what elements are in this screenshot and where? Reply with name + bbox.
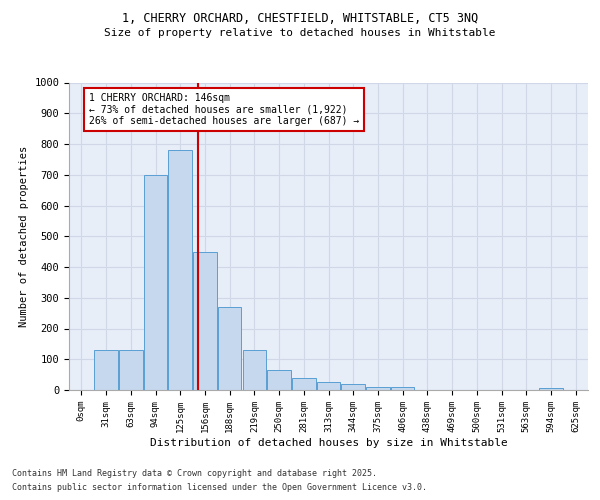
Text: Size of property relative to detached houses in Whitstable: Size of property relative to detached ho… xyxy=(104,28,496,38)
Bar xyxy=(292,378,316,390)
Bar xyxy=(317,382,340,390)
Y-axis label: Number of detached properties: Number of detached properties xyxy=(19,146,29,327)
Text: Contains HM Land Registry data © Crown copyright and database right 2025.: Contains HM Land Registry data © Crown c… xyxy=(12,468,377,477)
Bar xyxy=(169,150,192,390)
Bar xyxy=(391,387,415,390)
Bar xyxy=(268,370,291,390)
Bar xyxy=(366,387,389,390)
Bar xyxy=(119,350,143,390)
Bar xyxy=(94,350,118,390)
Bar xyxy=(242,350,266,390)
Bar xyxy=(144,175,167,390)
Bar xyxy=(218,307,241,390)
X-axis label: Distribution of detached houses by size in Whitstable: Distribution of detached houses by size … xyxy=(149,438,508,448)
Text: 1, CHERRY ORCHARD, CHESTFIELD, WHITSTABLE, CT5 3NQ: 1, CHERRY ORCHARD, CHESTFIELD, WHITSTABL… xyxy=(122,12,478,26)
Text: Contains public sector information licensed under the Open Government Licence v3: Contains public sector information licen… xyxy=(12,484,427,492)
Bar xyxy=(539,388,563,390)
Bar xyxy=(341,384,365,390)
Text: 1 CHERRY ORCHARD: 146sqm
← 73% of detached houses are smaller (1,922)
26% of sem: 1 CHERRY ORCHARD: 146sqm ← 73% of detach… xyxy=(89,94,359,126)
Bar xyxy=(193,252,217,390)
